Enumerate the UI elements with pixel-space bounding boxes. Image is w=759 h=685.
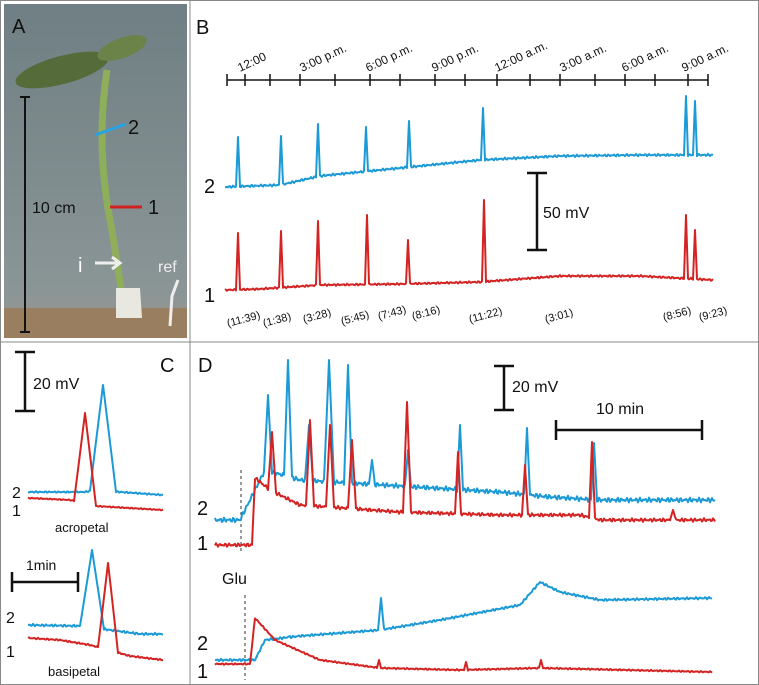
- scale-label: 50 mV: [543, 205, 590, 222]
- time-label: 9:00 a.m.: [679, 41, 730, 75]
- panel-label: B: [196, 17, 209, 39]
- trace-label: 1: [204, 285, 215, 307]
- spike-time: (7:43): [377, 304, 408, 323]
- spike-time: (8:56): [662, 305, 693, 324]
- time-label: 3:00 a.m.: [557, 41, 608, 75]
- trace-label: 1: [197, 533, 208, 555]
- spike-time: (3:01): [544, 307, 575, 326]
- trace-label: 1: [12, 503, 21, 520]
- ref-label: ref: [158, 259, 177, 276]
- trace: [214, 401, 716, 548]
- trace-label: 1: [197, 661, 208, 683]
- time-label: 6:00 a.m.: [619, 41, 670, 75]
- panel-label: C: [160, 355, 174, 377]
- position-label: 1: [148, 197, 159, 219]
- scale-bar: [10, 572, 80, 592]
- scale-label: 20 mV: [33, 376, 80, 393]
- scale-bar: [527, 171, 547, 252]
- arrow-label: i: [78, 255, 82, 277]
- spike-time: (11:39): [226, 309, 262, 329]
- stimulus-label: Glu: [222, 571, 247, 588]
- time-label: 6:00 p.m.: [363, 41, 414, 75]
- time-label: 9:00 p.m.: [429, 41, 480, 75]
- trace-label: 2: [6, 610, 15, 627]
- trace-label: 2: [204, 176, 215, 198]
- position-label: 2: [128, 117, 139, 139]
- scale-label: 10 cm: [32, 200, 76, 217]
- scale-bar: [494, 364, 514, 412]
- trace: [214, 617, 713, 674]
- trace: [27, 412, 164, 512]
- trace-label: 2: [12, 485, 21, 502]
- scale-bar: [15, 350, 35, 413]
- direction-label: acropetal: [55, 520, 109, 535]
- trace: [214, 581, 713, 663]
- spike-time: (11:22): [468, 305, 504, 325]
- trace: [27, 562, 164, 662]
- panel-label: D: [198, 355, 212, 377]
- spike-time: (8:16): [411, 304, 442, 323]
- spike-time: (1:38): [262, 311, 293, 330]
- time-label: 3:00 p.m.: [297, 41, 348, 75]
- spike-time: (5:45): [340, 309, 371, 328]
- trace: [224, 95, 714, 189]
- spike-time: (9:23): [698, 305, 729, 324]
- trace: [28, 549, 164, 637]
- scale-label: 10 min: [596, 401, 644, 418]
- trace: [214, 359, 716, 524]
- direction-label: basipetal: [48, 664, 100, 679]
- time-label: 12:00: [235, 49, 268, 75]
- panel-label: A: [12, 16, 26, 38]
- time-label: 12:00 a.m.: [492, 38, 549, 75]
- photo: [4, 4, 187, 338]
- trace: [27, 384, 164, 497]
- trace-label: 2: [197, 633, 208, 655]
- trace-label: 2: [197, 498, 208, 520]
- trace: [224, 199, 714, 292]
- scale-bar: [554, 420, 704, 440]
- spike-time: (3:28): [302, 307, 333, 326]
- scale-label: 1min: [26, 557, 56, 573]
- scale-label: 20 mV: [512, 379, 559, 396]
- trace-label: 1: [6, 644, 15, 661]
